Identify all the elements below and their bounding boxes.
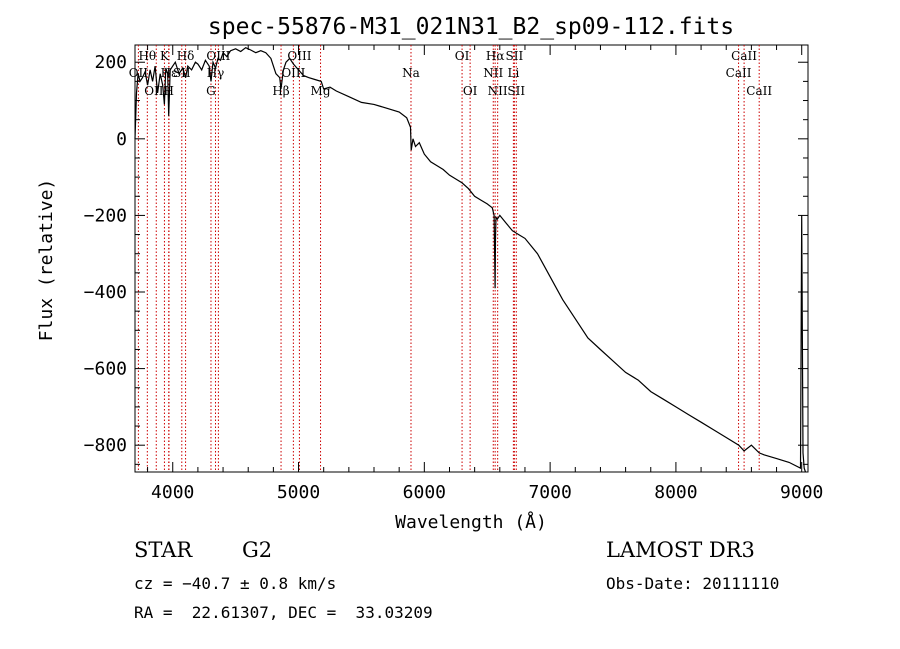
line-label-SII: SII — [173, 66, 191, 80]
line-label-Hα: Hα — [486, 49, 505, 63]
y-tick-label: −800 — [84, 435, 127, 456]
line-label-K: K — [160, 49, 170, 63]
redshift-value: cz = −40.7 ± 0.8 km/s — [134, 574, 337, 593]
spectral-line-markers — [137, 45, 760, 472]
object-class: STAR — [134, 538, 193, 562]
line-label-OI: OI — [463, 84, 478, 98]
line-label-CaII: CaII — [726, 66, 752, 80]
x-tick-label: 9000 — [780, 482, 823, 503]
line-label-Hε: Hε — [161, 66, 178, 80]
line-label-NII: NII — [488, 84, 508, 98]
line-label-CaII: CaII — [731, 49, 757, 63]
line-label-NII: NII — [483, 66, 503, 80]
object-subclass: G2 — [242, 538, 273, 562]
plot-border — [134, 44, 809, 473]
line-label-H: H — [163, 84, 173, 98]
line-label-Hδ: Hδ — [177, 49, 195, 63]
x-tick-label: 8000 — [654, 482, 697, 503]
y-axis-label: Flux (relative) — [36, 179, 57, 342]
line-label-CaII: CaII — [746, 84, 772, 98]
line-label-OI: OI — [455, 49, 470, 63]
line-label-G: G — [206, 84, 216, 98]
line-label-Li: Li — [507, 66, 519, 80]
line-label-Mg: Mg — [311, 84, 331, 98]
line-label-SII: SII — [506, 49, 524, 63]
y-tick-label: −600 — [84, 359, 127, 380]
x-tick-label: 6000 — [403, 482, 446, 503]
line-label-OIII: OIII — [281, 66, 305, 80]
y-tick-label: 200 — [94, 52, 127, 73]
line-label-SII: SII — [507, 84, 525, 98]
x-tick-label: 5000 — [277, 482, 320, 503]
y-tick-label: 0 — [116, 129, 127, 150]
line-label-OIII: OIII — [206, 49, 230, 63]
line-label-Hθ: Hθ — [138, 49, 156, 63]
plot-frame — [134, 44, 809, 473]
survey-name: LAMOST DR3 — [606, 538, 755, 562]
spectrum-series — [134, 47, 807, 473]
x-axis-label: Wavelength (Å) — [395, 511, 547, 533]
y-axis-ticks: 200 0 −200 −400 −600 −800 — [84, 52, 808, 465]
x-tick-label: 4000 — [151, 482, 194, 503]
spectrum-line — [134, 47, 807, 473]
y-tick-label: −400 — [84, 282, 127, 303]
line-label-Hβ: Hβ — [272, 84, 289, 98]
observation-date: Obs-Date: 20111110 — [606, 574, 780, 593]
chart-title: spec-55876-M31_021N31_B2_sp09-112.fits — [208, 14, 734, 40]
x-tick-label: 7000 — [528, 482, 571, 503]
line-label-OIII: OIII — [287, 49, 311, 63]
y-tick-label: −200 — [84, 205, 127, 226]
coordinates: RA = 22.61307, DEC = 33.03209 — [134, 603, 433, 622]
line-label-Na: Na — [402, 66, 420, 80]
x-axis-ticks: 4000 5000 6000 7000 8000 9000 — [147, 45, 823, 503]
spectral-line-labels: HθOIIKHεHOIIISIIHδGHγOIIIHβOIIIOIIIMgNaO… — [129, 49, 773, 98]
